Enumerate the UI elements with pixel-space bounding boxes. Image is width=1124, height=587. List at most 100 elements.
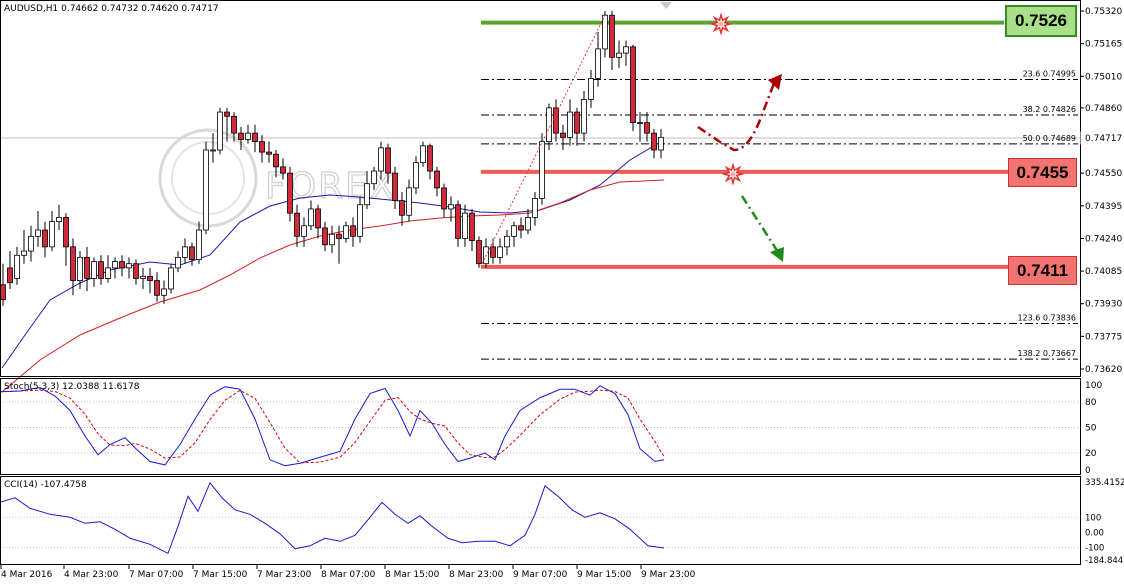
- cci-axis-label: -100: [1085, 543, 1104, 553]
- bull-candle: [29, 236, 34, 251]
- arrowhead-up-icon: [768, 74, 782, 90]
- time-axis-label: 9 Mar 23:00: [641, 570, 696, 580]
- bear-candle: [477, 241, 482, 264]
- bull-candle: [421, 146, 426, 163]
- starburst-icon-core: [731, 172, 736, 177]
- bear-candle: [561, 133, 566, 137]
- shift-marker-icon: [660, 2, 672, 9]
- time-axis-label: 7 Mar 07:00: [129, 570, 184, 580]
- bear-candle: [351, 226, 356, 237]
- bearish-scenario-arrow: [742, 196, 778, 252]
- bull-candle: [596, 49, 601, 78]
- bear-candle: [386, 148, 391, 173]
- bull-candle: [330, 234, 335, 245]
- bull-candle: [22, 251, 27, 255]
- bear-candle: [295, 213, 300, 236]
- bullish-scenario-arrow: [698, 78, 776, 150]
- stoch-axis-label: 20: [1085, 449, 1097, 459]
- moving-average-slow: [2, 180, 664, 392]
- resistance-level-label: 0.7526: [1005, 5, 1077, 37]
- bull-candle: [344, 226, 349, 239]
- bear-candle: [442, 188, 447, 209]
- support-level-label: 0.7411: [1008, 256, 1077, 285]
- price-axis-label: 0.73620: [1085, 365, 1122, 375]
- bull-candle: [15, 255, 20, 278]
- fib-level-label: 38.2 0.74826: [1023, 105, 1076, 114]
- bull-candle: [533, 198, 538, 217]
- bear-candle: [134, 264, 139, 279]
- bull-candle: [659, 137, 664, 150]
- bull-candle: [372, 171, 377, 184]
- bear-candle: [85, 257, 90, 278]
- bull-candle: [176, 257, 181, 268]
- stochastic-pane[interactable]: [0, 386, 1080, 466]
- bear-candle: [610, 15, 615, 57]
- cci-axis-label: 335.4152: [1085, 478, 1124, 488]
- bull-candle: [512, 226, 517, 237]
- bull-candle: [449, 205, 454, 209]
- starburst-icon-core: [719, 22, 724, 27]
- bear-candle: [316, 209, 321, 228]
- fib-swing-line: [482, 15, 605, 263]
- bear-candle: [71, 247, 76, 281]
- fib-level-label: 123.6 0.73836: [1017, 314, 1076, 323]
- symbol-header: AUDUSD,H1 0.74662 0.74732 0.74620 0.7471…: [4, 4, 219, 14]
- bear-candle: [1, 285, 6, 300]
- stoch-main-line: [0, 386, 664, 466]
- bull-candle: [379, 148, 384, 171]
- bull-candle: [57, 217, 62, 221]
- bull-candle: [540, 142, 545, 199]
- bull-candle: [309, 209, 314, 226]
- cci-axis-label: 0.00: [1085, 528, 1104, 538]
- bull-candle: [106, 268, 111, 279]
- bear-candle: [274, 154, 279, 167]
- bear-candle: [519, 226, 524, 230]
- bear-candle: [260, 142, 265, 153]
- cci-pane-frame: [1, 477, 1081, 565]
- bear-candle: [239, 133, 244, 139]
- bear-candle: [253, 133, 258, 141]
- stoch-pane-frame: [1, 379, 1081, 475]
- price-axis-label: 0.75320: [1085, 7, 1122, 17]
- bull-candle: [302, 226, 307, 237]
- cci-axis-label: 100: [1085, 513, 1101, 523]
- pivot-level-label: 0.7455: [1008, 158, 1077, 187]
- bull-candle: [505, 236, 510, 247]
- current-price-label: 0.74717: [1085, 134, 1122, 144]
- cci-axis-label: -184.8447: [1085, 556, 1124, 566]
- bull-candle: [582, 99, 587, 133]
- bear-candle: [645, 123, 650, 134]
- bear-candle: [393, 173, 398, 200]
- bull-candle: [127, 264, 132, 268]
- bull-candle: [603, 15, 608, 49]
- bull-candle: [162, 289, 167, 295]
- cci-pane[interactable]: [0, 483, 1080, 553]
- bull-candle: [169, 268, 174, 289]
- bear-candle: [323, 228, 328, 245]
- bull-candle: [526, 217, 531, 230]
- price-axis-label: 0.73775: [1085, 332, 1122, 342]
- stoch-axis-label: 80: [1085, 398, 1097, 408]
- price-axis-label: 0.74395: [1085, 202, 1122, 212]
- price-axis-label: 0.75010: [1085, 72, 1122, 82]
- bull-candle: [407, 188, 412, 215]
- bear-candle: [575, 112, 580, 133]
- stoch-axis-label: 50: [1085, 424, 1097, 434]
- bear-candle: [288, 173, 293, 213]
- stoch-axis-label: 100: [1085, 381, 1102, 391]
- price-axis-label: 0.74085: [1085, 267, 1122, 277]
- bull-candle: [589, 78, 594, 99]
- bear-candle: [470, 213, 475, 240]
- bull-candle: [92, 262, 97, 279]
- bear-candle: [435, 171, 440, 188]
- bear-candle: [400, 201, 405, 216]
- bear-candle: [99, 262, 104, 279]
- bear-candle: [456, 205, 461, 239]
- price-axis-label: 0.74240: [1085, 234, 1122, 244]
- price-axis-label: 0.73930: [1085, 300, 1122, 310]
- price-axis-label: 0.74550: [1085, 169, 1122, 179]
